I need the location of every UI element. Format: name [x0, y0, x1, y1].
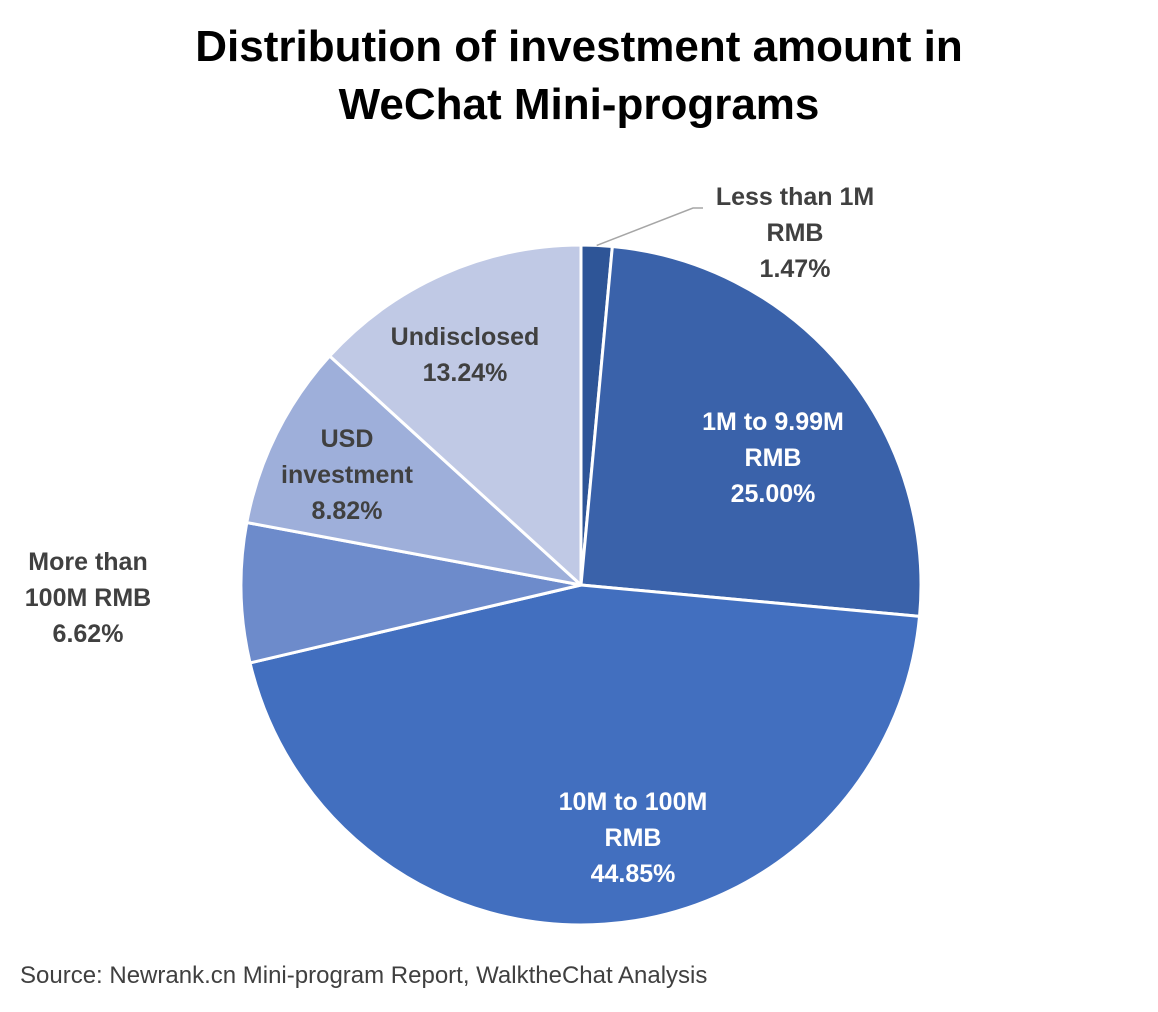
pie-slice-1m-to-9-99m-rmb: [579, 244, 923, 618]
slice-label-usd-investment: USD investment 8.82%: [281, 425, 414, 525]
slice-category-label: Undisclosed: [391, 323, 540, 351]
slice-category-label: 10M to 100M: [559, 788, 708, 816]
slice-category-label: investment: [281, 461, 414, 489]
slice-value-label: 1.47%: [760, 255, 831, 283]
slice-value-label: 8.82%: [312, 497, 383, 525]
slice-value-label: 44.85%: [591, 860, 676, 888]
slice-value-label: 6.62%: [53, 620, 124, 648]
slice-category-label: RMB: [767, 219, 824, 247]
slice-category-label: Less than 1M: [716, 183, 874, 211]
chart-title-line-2: WeChat Mini-programs: [338, 80, 820, 129]
slice-category-label: USD: [321, 425, 374, 453]
pie-slices: [239, 243, 923, 927]
slice-label-undisclosed: Undisclosed 13.24%: [391, 323, 540, 387]
source-note: Source: Newrank.cn Mini-program Report, …: [20, 962, 708, 989]
slice-category-label: 1M to 9.99M: [702, 408, 844, 436]
slice-category-label: RMB: [745, 444, 802, 472]
slice-value-label: 13.24%: [423, 359, 508, 387]
chart-title: Distribution of investment amount in WeC…: [0, 18, 1158, 134]
chart-title-line-1: Distribution of investment amount in: [195, 22, 963, 71]
slice-label-1m-to-9-99m-rmb: 1M to 9.99M RMB 25.00%: [702, 408, 844, 508]
slice-category-label: 100M RMB: [25, 584, 151, 612]
pie-slice-undisclosed: [328, 243, 583, 587]
slice-category-label: More than: [28, 548, 147, 576]
slice-category-label: RMB: [605, 824, 662, 852]
pie-slice-10m-to-100m-rmb: [248, 583, 922, 927]
slice-label-10m-to-100m-rmb: 10M to 100M RMB 44.85%: [559, 788, 708, 888]
leader-line-less-than-1m-rmb: [596, 207, 703, 247]
pie-slice-usd-investment: [245, 354, 583, 587]
slice-value-label: 25.00%: [731, 480, 816, 508]
slice-label-less-than-1m-rmb: Less than 1M RMB 1.47%: [716, 183, 874, 283]
pie-labels: Less than 1M RMB 1.47% 1M to 9.99M RMB 25.00%…: [25, 183, 874, 888]
slice-label-more-than-100m-rmb: More than 100M RMB 6.62%: [25, 548, 151, 648]
pie-slice-more-than-100m-rmb: [239, 521, 583, 665]
